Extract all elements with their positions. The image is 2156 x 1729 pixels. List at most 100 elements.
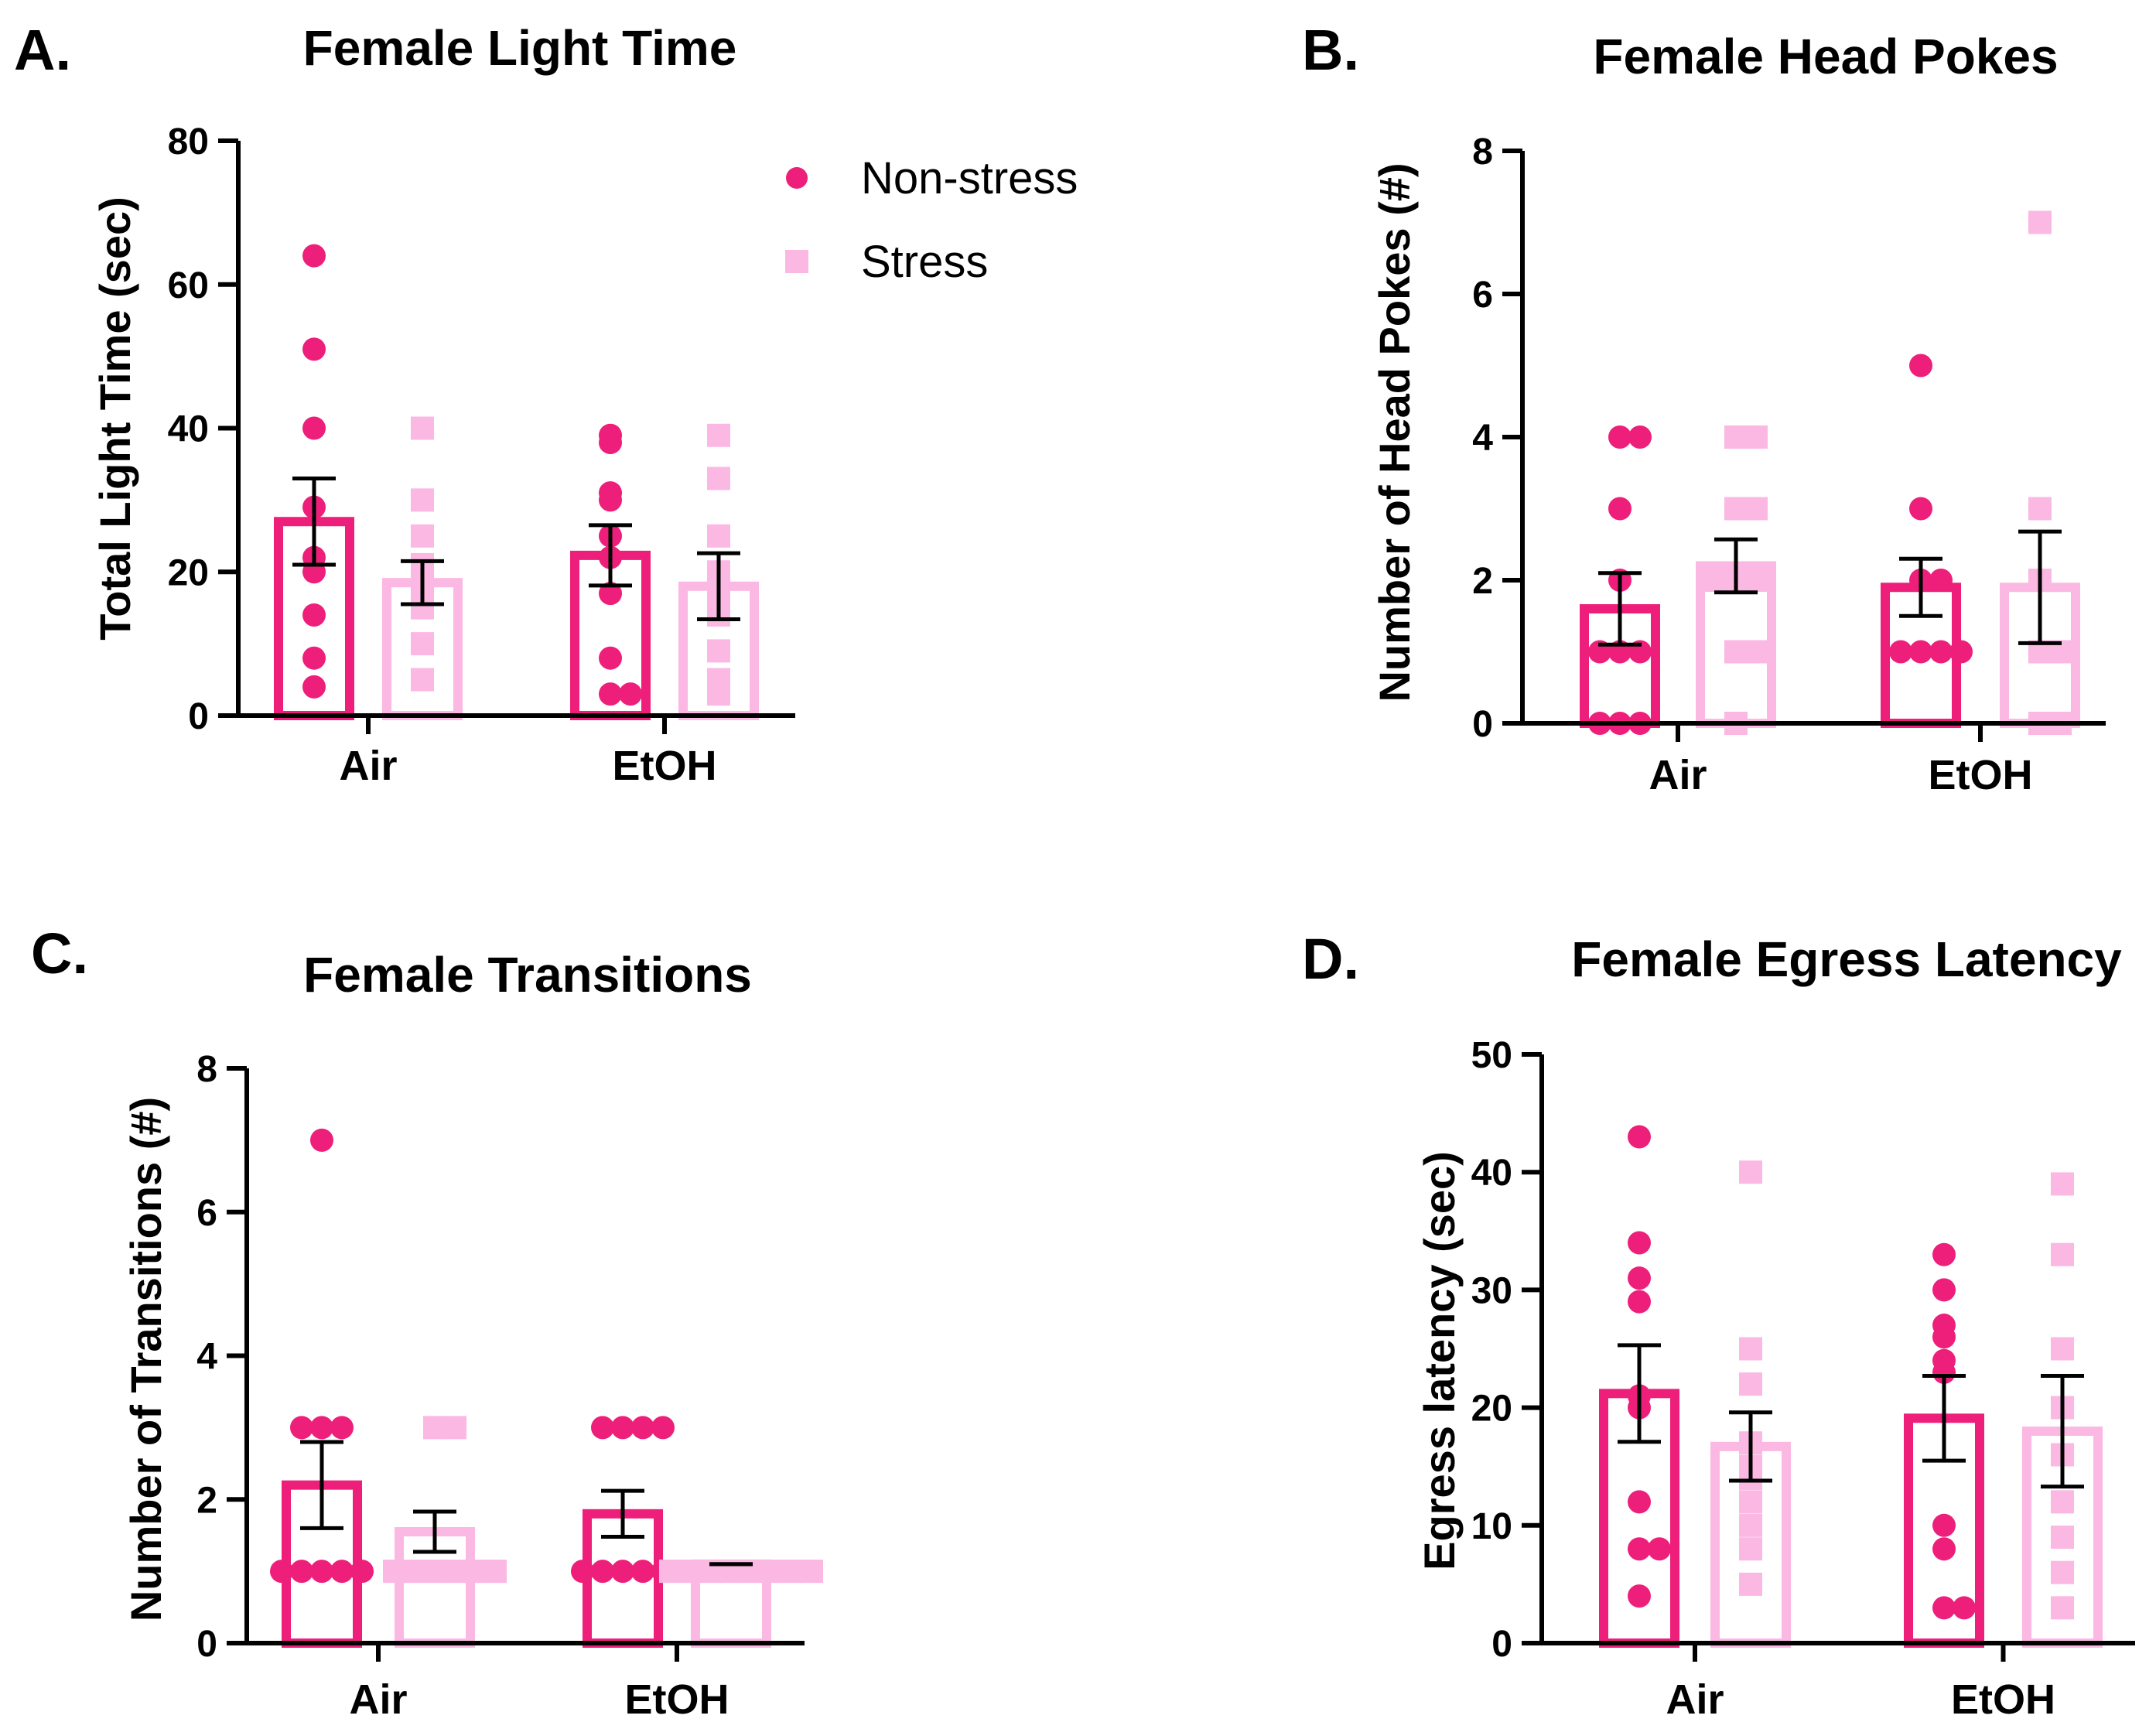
data-point-nonstress xyxy=(310,1128,333,1152)
data-point-nonstress xyxy=(599,682,622,706)
x-tick-label: Air xyxy=(339,743,397,789)
data-point-stress xyxy=(1704,569,1727,592)
data-point-stress xyxy=(760,1560,783,1584)
data-point-nonstress xyxy=(1628,1537,1651,1561)
data-point-stress xyxy=(2051,1242,2074,1266)
data-point-stress xyxy=(707,682,730,706)
panel-letter: D. xyxy=(1302,927,1359,991)
y-tick-label: 4 xyxy=(1472,418,1493,459)
panel-letter: C. xyxy=(31,921,88,986)
panel-letter: B. xyxy=(1302,18,1359,82)
data-point-stress xyxy=(1724,425,1748,449)
x-tick-label: Air xyxy=(1666,1676,1724,1723)
data-point-stress xyxy=(403,1560,426,1584)
data-point-nonstress xyxy=(1909,640,1932,664)
data-point-nonstress xyxy=(1608,497,1632,521)
x-tick-label: Air xyxy=(1649,752,1707,798)
data-point-nonstress xyxy=(1628,1584,1651,1608)
data-point-stress xyxy=(707,466,730,490)
y-tick-label: 8 xyxy=(1472,132,1493,173)
data-point-stress xyxy=(1744,569,1768,592)
data-point-nonstress xyxy=(1628,1490,1651,1514)
data-point-stress xyxy=(1739,1513,1762,1537)
y-axis-label: Total Light Time (sec) xyxy=(91,196,139,641)
data-point-stress xyxy=(411,416,434,440)
data-point-stress xyxy=(2051,1560,2074,1584)
data-point-stress xyxy=(1744,425,1768,449)
legend: Non-stress Stress xyxy=(785,153,1078,287)
data-point-nonstress xyxy=(599,646,622,670)
y-tick-label: 0 xyxy=(188,696,209,737)
data-point-nonstress xyxy=(1608,425,1632,449)
data-point-stress xyxy=(483,1560,507,1584)
legend-label-nonstress: Non-stress xyxy=(861,153,1078,203)
legend-label-stress: Stress xyxy=(861,237,988,287)
x-tick-label: EtOH xyxy=(1929,752,2033,798)
data-point-stress xyxy=(1739,1160,1762,1184)
data-point-nonstress xyxy=(1953,1596,1976,1620)
data-point-nonstress xyxy=(611,1560,634,1584)
panel-d: D. Female Egress Latency Egress latency … xyxy=(1302,927,2135,1723)
data-point-stress xyxy=(707,423,730,447)
data-point-nonstress xyxy=(1932,1242,1956,1266)
y-tick-label: 30 xyxy=(1471,1270,1512,1311)
y-tick-label: 2 xyxy=(1472,561,1493,602)
data-point-nonstress xyxy=(330,1560,354,1584)
data-point-nonstress xyxy=(350,1560,374,1584)
data-point-nonstress xyxy=(290,1416,313,1440)
data-point-stress xyxy=(707,639,730,663)
panel-a: A. Female Light Time Total Light Time (s… xyxy=(14,18,795,789)
data-point-stress xyxy=(1739,1490,1762,1514)
data-point-nonstress xyxy=(599,488,622,512)
y-tick-label: 8 xyxy=(196,1049,217,1090)
chart-title: Female Head Pokes xyxy=(1593,29,2058,84)
chart-title: Female Egress Latency xyxy=(1571,931,2122,987)
data-point-nonstress xyxy=(330,1416,354,1440)
data-point-stress xyxy=(383,1560,406,1584)
data-point-stress xyxy=(411,488,434,512)
data-point-stress xyxy=(800,1560,823,1584)
y-axis-label: Number of Transitions (#) xyxy=(121,1097,170,1621)
data-point-stress xyxy=(2028,210,2052,234)
data-point-stress xyxy=(2051,1596,2074,1620)
y-tick-label: 2 xyxy=(196,1480,217,1521)
data-point-nonstress xyxy=(302,416,326,440)
data-point-nonstress xyxy=(1932,1596,1956,1620)
legend-marker-stress xyxy=(785,250,808,273)
y-tick-label: 20 xyxy=(168,552,209,593)
data-point-nonstress xyxy=(611,1416,634,1440)
data-point-nonstress xyxy=(1628,1266,1651,1290)
panel-letter: A. xyxy=(14,18,71,82)
y-axis-label: Number of Head Pokes (#) xyxy=(1370,162,1419,702)
data-point-nonstress xyxy=(1932,1513,1956,1537)
data-point-stress xyxy=(2051,1172,2074,1196)
y-tick-label: 0 xyxy=(1491,1624,1512,1665)
y-tick-label: 60 xyxy=(168,265,209,306)
chart-title: Female Light Time xyxy=(303,20,737,76)
y-axis-label: Egress latency (sec) xyxy=(1415,1151,1464,1570)
data-point-nonstress xyxy=(270,1560,293,1584)
data-point-stress xyxy=(423,1416,446,1440)
data-point-nonstress xyxy=(302,646,326,670)
data-point-nonstress xyxy=(599,582,622,606)
y-tick-label: 50 xyxy=(1471,1035,1512,1076)
x-tick-label: EtOH xyxy=(613,743,717,789)
data-point-nonstress xyxy=(571,1560,594,1584)
data-point-nonstress xyxy=(1909,354,1932,378)
data-point-stress xyxy=(780,1560,803,1584)
data-point-stress xyxy=(679,1560,702,1584)
data-point-stress xyxy=(423,1560,446,1584)
data-point-nonstress xyxy=(1628,425,1652,449)
data-point-nonstress xyxy=(619,682,642,706)
data-point-stress xyxy=(1739,1372,1762,1396)
data-point-nonstress xyxy=(591,1560,614,1584)
y-tick-label: 4 xyxy=(196,1337,217,1378)
plot-area: 0 2 4 6 8 Air EtOH xyxy=(196,1049,823,1723)
data-point-nonstress xyxy=(631,1560,654,1584)
data-point-stress xyxy=(1744,497,1768,521)
data-point-nonstress xyxy=(591,1416,614,1440)
data-point-nonstress xyxy=(302,337,326,361)
y-tick-label: 10 xyxy=(1471,1506,1512,1547)
data-point-stress xyxy=(2051,1526,2074,1550)
data-point-nonstress xyxy=(1929,569,1953,592)
